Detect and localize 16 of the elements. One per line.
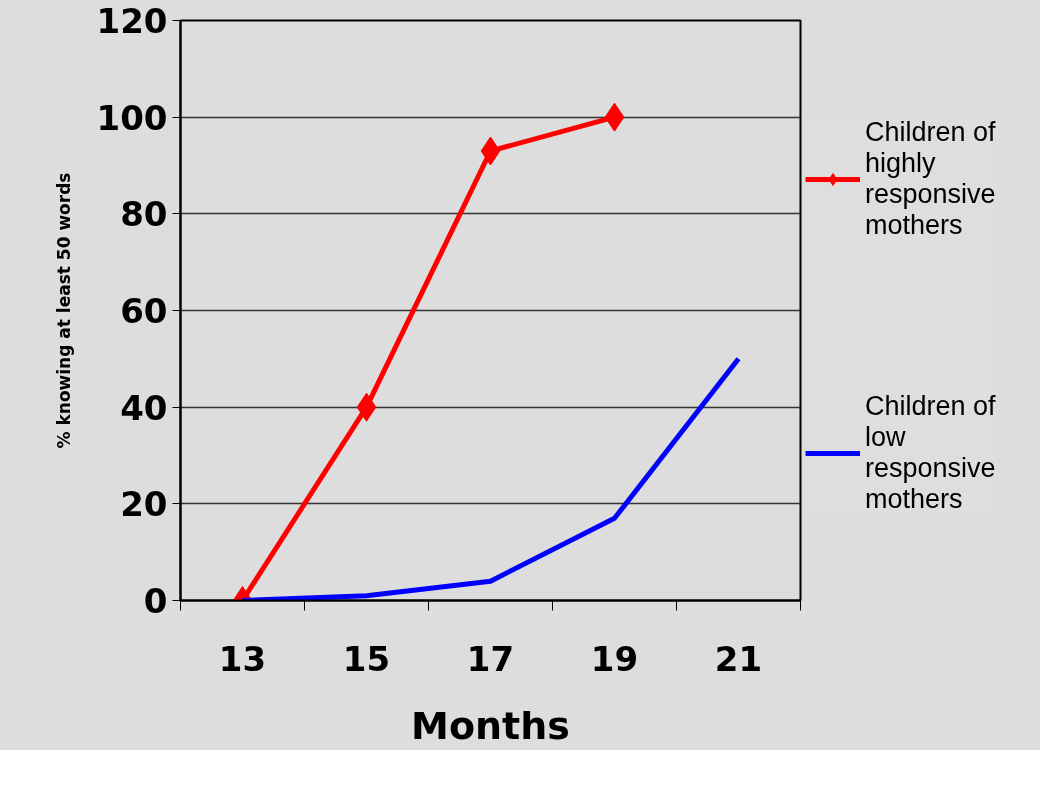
y-tick-label: 20 <box>120 484 168 525</box>
y-tick-label: 80 <box>120 194 168 235</box>
legend-label: Children of low responsive mothers <box>865 391 996 515</box>
y-axis-title: % knowing at least 50 words <box>53 172 74 449</box>
y-tick-label: 60 <box>120 291 168 331</box>
x-tick-label: 19 <box>590 638 639 679</box>
y-tick-label: 100 <box>96 97 168 138</box>
x-axis-title: Months <box>411 703 570 748</box>
y-tick-label: 40 <box>120 387 168 428</box>
x-tick-label: 15 <box>342 638 391 679</box>
x-tick-label: 21 <box>714 638 763 679</box>
y-tick-label: 120 <box>96 1 168 41</box>
x-tick-label: 17 <box>466 638 515 679</box>
legend-label: Children of highly responsive mothers <box>865 117 996 241</box>
y-tick-label: 0 <box>143 581 168 621</box>
x-tick-label: 13 <box>218 638 267 679</box>
